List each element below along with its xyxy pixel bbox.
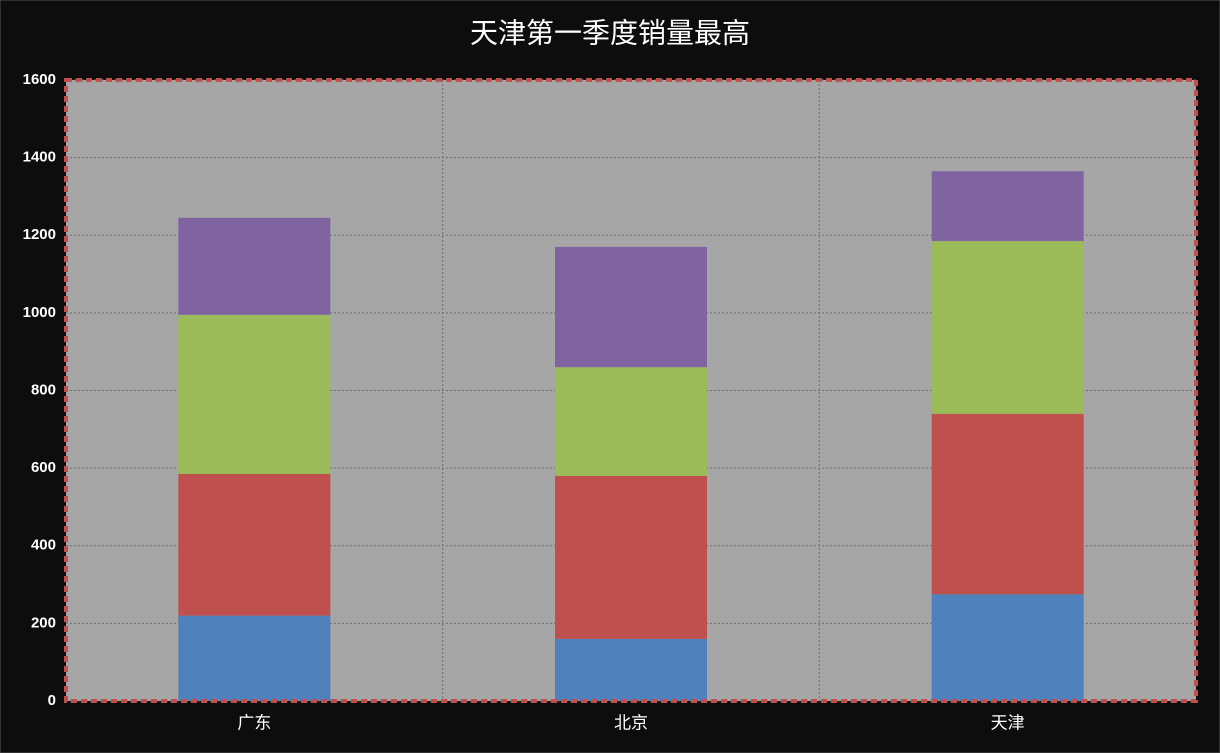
- x-tick-label: 广东: [237, 714, 271, 734]
- y-tick-label: 800: [31, 381, 56, 398]
- bar-segment: [931, 241, 1084, 414]
- bar-segment: [931, 413, 1084, 595]
- y-tick-label: 200: [31, 614, 56, 631]
- bar-segment: [931, 594, 1084, 701]
- y-tick-label: 1000: [23, 304, 56, 321]
- y-tick-label: 600: [31, 459, 56, 476]
- x-tick-label: 天津: [991, 714, 1025, 734]
- bar-segment: [555, 475, 707, 639]
- y-tick-label: 1600: [23, 71, 56, 88]
- x-tick-label: 北京: [614, 714, 648, 734]
- y-tick-label: 0: [48, 692, 56, 709]
- y-tick-label: 1400: [23, 149, 56, 166]
- bar-segment: [555, 246, 707, 368]
- bar-segment: [178, 615, 331, 701]
- bar-segment: [178, 314, 331, 474]
- chart-title: 天津第一季度销量最高: [470, 17, 750, 50]
- bar-segment: [178, 217, 331, 315]
- y-tick-label: 1200: [23, 226, 56, 243]
- y-tick-label: 400: [31, 537, 56, 554]
- plot-border: [64, 78, 1198, 703]
- bar-segment: [178, 473, 331, 616]
- bar-segment: [555, 367, 707, 476]
- bar-segment: [555, 638, 707, 701]
- bar-segment: [931, 171, 1084, 242]
